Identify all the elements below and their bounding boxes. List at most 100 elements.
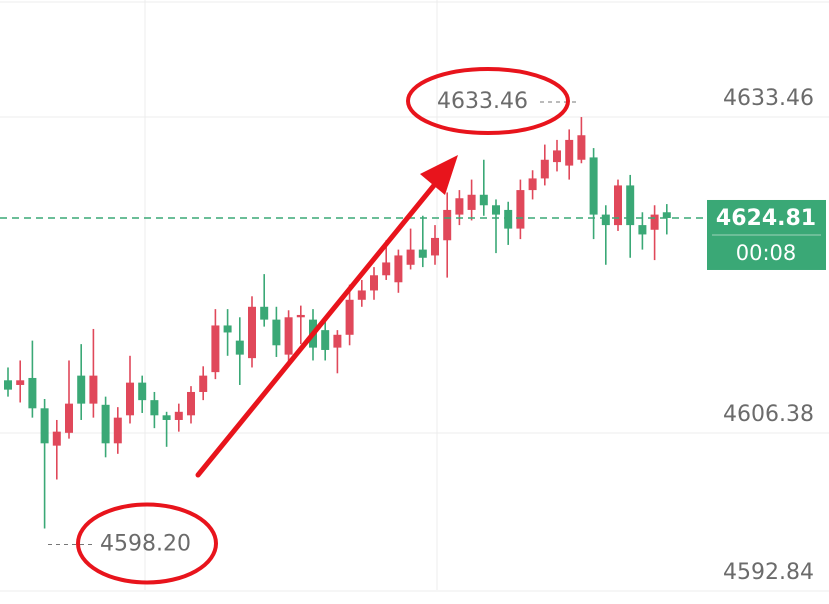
y-tick-label: 4633.46	[723, 86, 814, 111]
candle	[662, 204, 671, 235]
candle	[333, 330, 342, 374]
candle-body	[4, 380, 12, 390]
y-tick-label: 4592.84	[723, 560, 814, 585]
candle-body	[16, 380, 25, 385]
candle-body	[235, 340, 244, 355]
arrow-head	[420, 155, 458, 195]
candle	[516, 179, 525, 240]
candle	[126, 355, 134, 424]
candle	[223, 309, 232, 356]
candle	[370, 267, 378, 300]
candle-body	[394, 255, 403, 283]
candle-body	[638, 225, 647, 235]
candle	[614, 179, 622, 231]
candle-body	[52, 431, 61, 446]
candle-body	[431, 237, 439, 256]
high-annotation: 4633.46	[437, 89, 528, 114]
candle-body	[662, 212, 671, 218]
candle-body	[418, 249, 427, 258]
candle-body	[138, 382, 147, 401]
candle-body	[370, 275, 378, 291]
candle	[16, 360, 25, 403]
candle	[101, 396, 110, 458]
candle	[162, 411, 171, 447]
candle-body	[345, 299, 354, 335]
candle	[455, 190, 464, 226]
candle	[235, 317, 244, 385]
candle	[589, 148, 598, 240]
candle	[650, 205, 659, 261]
candle-body	[174, 411, 183, 420]
candle-body	[162, 415, 171, 420]
candle-body	[504, 209, 513, 229]
candle-body	[577, 135, 586, 160]
candle-body	[528, 178, 537, 191]
candle-body	[77, 375, 86, 404]
candle	[345, 284, 354, 346]
candle	[150, 391, 159, 429]
candle-body	[284, 317, 293, 355]
grid: 4633.46 4606.38 4592.84	[0, 86, 829, 592]
candle-body	[187, 391, 195, 416]
candle-body	[601, 214, 610, 226]
candle	[418, 215, 427, 268]
candle	[138, 375, 147, 413]
candle	[28, 340, 37, 418]
candle	[443, 192, 452, 278]
candle	[357, 279, 366, 307]
y-tick-label: 4606.38	[723, 402, 814, 427]
candle	[321, 317, 330, 361]
candle-body	[357, 290, 366, 300]
candle	[272, 306, 281, 357]
candle-body	[565, 139, 574, 166]
candle-body	[248, 306, 256, 359]
candle-body	[199, 375, 208, 392]
candle-body	[614, 185, 622, 226]
candle	[601, 205, 610, 265]
candle-body	[296, 314, 305, 318]
candle-body	[223, 325, 232, 333]
candle-body	[260, 306, 269, 320]
candle	[77, 344, 86, 420]
candle	[565, 129, 574, 180]
candle	[4, 367, 12, 397]
candle-body	[40, 408, 49, 444]
candle	[394, 249, 403, 293]
overlay: 4624.81 00:08 4633.46 4598.20	[0, 67, 826, 585]
low-annotation: 4598.20	[100, 532, 191, 557]
candle-body	[101, 404, 110, 444]
candle-body	[467, 194, 476, 210]
candle-body	[406, 249, 415, 265]
candle	[199, 366, 208, 401]
arrow-shaft	[195, 175, 443, 478]
candle-body	[553, 150, 561, 163]
candle	[492, 199, 500, 254]
candle-body	[211, 325, 220, 373]
candle	[211, 309, 220, 380]
last-price-label: 4624.81	[716, 206, 816, 231]
candle-body	[333, 334, 342, 348]
candle	[467, 179, 476, 221]
candle	[89, 328, 98, 418]
candle	[504, 201, 513, 245]
candle	[540, 144, 549, 186]
candle	[626, 174, 635, 258]
candles	[4, 117, 671, 529]
candle	[52, 419, 61, 480]
candle	[113, 407, 122, 454]
candle	[260, 274, 269, 327]
candle	[406, 228, 415, 270]
candle-body	[28, 377, 37, 409]
candle-body	[65, 403, 73, 433]
candle	[528, 170, 537, 200]
candle	[284, 310, 293, 366]
candle	[187, 386, 195, 424]
candle-body	[443, 209, 452, 241]
candle	[248, 296, 256, 368]
candle-body	[113, 417, 122, 444]
candle-body	[455, 198, 464, 215]
candle-body	[492, 205, 500, 215]
candle-body	[516, 190, 525, 229]
candle	[431, 225, 439, 265]
